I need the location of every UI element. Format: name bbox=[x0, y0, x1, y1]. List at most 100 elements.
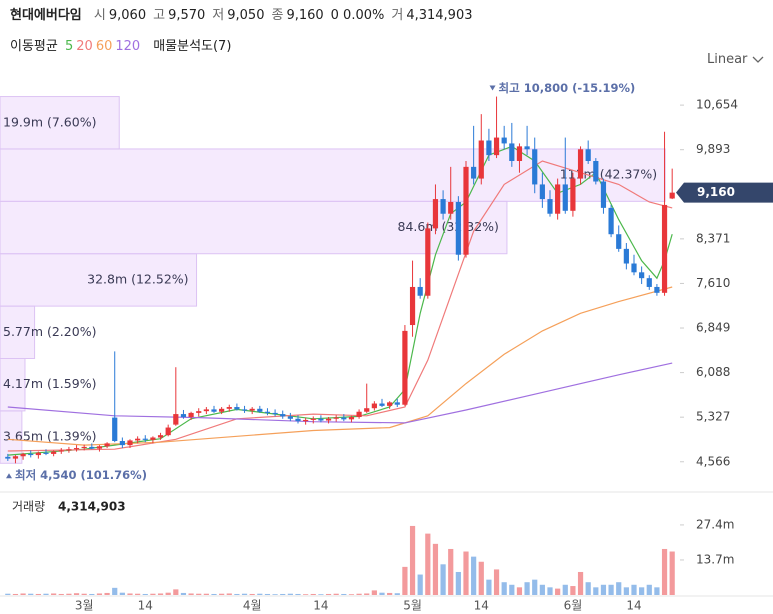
candle-body bbox=[493, 137, 500, 156]
field-value: 9,570 bbox=[168, 8, 206, 23]
volume-bar bbox=[646, 584, 652, 595]
volume-bar bbox=[661, 548, 668, 595]
volume-bar bbox=[493, 569, 500, 595]
volume-bar bbox=[28, 593, 34, 595]
volume-bar bbox=[509, 584, 515, 595]
candle-body bbox=[104, 443, 110, 447]
volume-bar bbox=[348, 594, 355, 595]
volume-bar bbox=[333, 593, 339, 595]
candle-body bbox=[448, 202, 454, 214]
volume-bar bbox=[157, 593, 164, 595]
x-tick-label: 14 bbox=[313, 599, 328, 613]
ma-legend: 5 bbox=[64, 39, 74, 54]
profile-bar bbox=[0, 96, 120, 150]
ma-label[interactable]: 이동평균 bbox=[10, 39, 58, 54]
profile-label: 19.9m (7.60%) bbox=[3, 114, 96, 129]
candle-body bbox=[241, 409, 248, 411]
x-tick-label: 14 bbox=[626, 599, 641, 613]
header: 현대에버다임 시 9,060 고 9,570 저 9,050 종 9,160 0 0.00% 거 4… bbox=[10, 4, 480, 23]
volume-bar bbox=[43, 593, 49, 595]
candle-body bbox=[165, 427, 171, 436]
annotation-arrow bbox=[489, 85, 496, 91]
profile-bar bbox=[0, 253, 198, 307]
candle-body bbox=[455, 202, 461, 255]
candle-body bbox=[532, 149, 538, 185]
candle-body bbox=[593, 161, 599, 182]
volume-bar bbox=[66, 593, 72, 595]
candle-body bbox=[486, 140, 492, 156]
candle-body bbox=[5, 456, 11, 459]
volume-bar bbox=[379, 592, 385, 595]
candle-body bbox=[333, 417, 339, 419]
candle-body bbox=[364, 408, 370, 412]
candle-body bbox=[539, 184, 545, 200]
candle-body bbox=[150, 437, 156, 440]
volume-bar bbox=[623, 587, 629, 595]
candle-body bbox=[356, 411, 362, 418]
volume-bar bbox=[364, 593, 370, 595]
candle-body bbox=[226, 407, 232, 409]
volume-bar bbox=[471, 556, 477, 595]
candle-body bbox=[509, 143, 515, 162]
candle-body bbox=[341, 417, 347, 420]
profile-label: 4.17m (1.59%) bbox=[3, 376, 96, 391]
field-value: 9,050 bbox=[227, 8, 265, 23]
candle-body bbox=[577, 149, 584, 179]
volume-bar bbox=[432, 543, 439, 595]
candle-body bbox=[325, 418, 332, 421]
volume-tick-label: 13.7m bbox=[696, 552, 734, 566]
candle-body bbox=[127, 440, 133, 446]
annotation-arrow bbox=[6, 473, 12, 479]
volume-bar bbox=[402, 566, 408, 595]
volume-total: 4,314,903 bbox=[58, 500, 126, 514]
y-tick-label: 6,088 bbox=[696, 365, 730, 379]
candle-body bbox=[89, 446, 95, 449]
volume-bar bbox=[654, 587, 660, 595]
scale-mode[interactable]: Linear bbox=[707, 52, 748, 67]
candle-body bbox=[425, 228, 431, 296]
price-tag bbox=[676, 182, 773, 203]
candle-body bbox=[348, 417, 355, 420]
volume-bar bbox=[455, 571, 461, 595]
candle-body bbox=[562, 184, 568, 211]
volume-bar bbox=[555, 588, 561, 595]
volume-bar bbox=[417, 574, 423, 595]
candle-body bbox=[203, 409, 209, 412]
candle-body bbox=[646, 278, 652, 287]
candle-body bbox=[318, 418, 324, 421]
volume-bar bbox=[173, 589, 179, 595]
volume-bar bbox=[562, 584, 568, 595]
candle-body bbox=[440, 199, 446, 214]
profile-bar bbox=[0, 305, 36, 360]
volume-bar bbox=[234, 593, 240, 595]
candle-body bbox=[264, 411, 271, 413]
candle-body bbox=[272, 412, 278, 415]
volume-bar bbox=[585, 582, 591, 595]
volume-bar bbox=[608, 584, 614, 595]
candle-body bbox=[211, 409, 217, 412]
volume-bar bbox=[539, 584, 545, 595]
volume-bar bbox=[325, 593, 332, 595]
volume-bar bbox=[593, 587, 599, 595]
volume-bar bbox=[211, 593, 217, 595]
annotation: 최저 4,540 (101.76%) bbox=[15, 468, 147, 482]
volume-bar bbox=[669, 551, 675, 595]
volume-bar bbox=[165, 592, 171, 595]
candle-body bbox=[234, 407, 240, 410]
candle-body bbox=[219, 408, 225, 412]
ma-legend: 120 bbox=[115, 39, 141, 54]
candle-body bbox=[387, 402, 393, 406]
volume-bar bbox=[203, 593, 209, 595]
indicator-bar: 이동평균 5 20 60 120 매물분석도(7) bbox=[10, 35, 234, 54]
ma-legend: 60 bbox=[95, 39, 113, 54]
candle-body bbox=[287, 416, 293, 419]
field-label: 시 bbox=[93, 8, 106, 23]
candle-body bbox=[28, 453, 34, 456]
volume-bar bbox=[577, 571, 584, 595]
candle-body bbox=[669, 192, 675, 199]
candle-body bbox=[157, 435, 164, 438]
profile-label: 111m (42.37%) bbox=[560, 167, 657, 182]
candle-body bbox=[280, 414, 286, 417]
